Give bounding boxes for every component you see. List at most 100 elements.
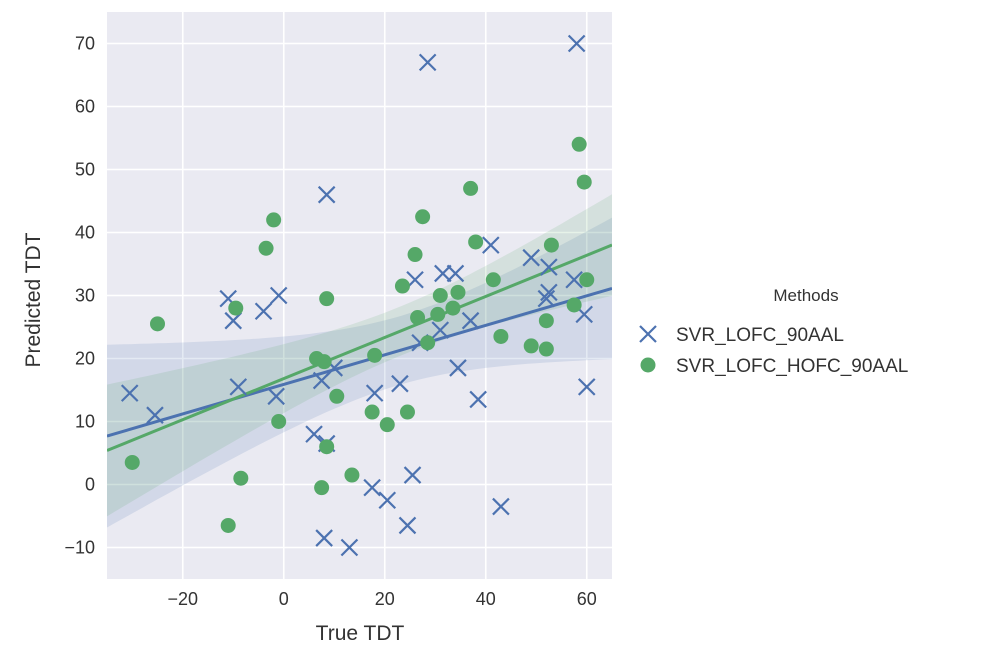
- data-point-x: [365, 384, 384, 402]
- grid: [107, 12, 612, 579]
- data-point-x: [317, 185, 336, 204]
- data-point-x: [305, 425, 323, 443]
- data-point-circle: [410, 310, 426, 326]
- data-point-circle: [220, 517, 236, 533]
- data-point-circle: [124, 454, 140, 470]
- y-tick-label: 0: [85, 475, 95, 495]
- data-point-circle: [319, 291, 335, 307]
- data-point-circle: [485, 272, 501, 288]
- data-point-circle: [379, 417, 395, 433]
- data-point-circle: [445, 300, 461, 316]
- data-point-circle: [233, 470, 249, 486]
- data-point-x: [146, 406, 164, 424]
- y-tick-label: −10: [64, 538, 95, 558]
- data-point-circle: [420, 335, 436, 351]
- regression-line: [107, 286, 612, 438]
- data-point-circle: [538, 341, 554, 357]
- y-axis-title: Predicted TDT: [22, 232, 45, 367]
- data-point-circle: [344, 467, 360, 483]
- y-tick-label: 10: [75, 412, 95, 432]
- data-point-circle: [576, 174, 592, 190]
- data-point-x: [446, 264, 465, 283]
- data-point-x: [391, 374, 409, 393]
- data-point-circle: [571, 136, 587, 152]
- data-point-circle: [266, 212, 282, 228]
- data-point-x: [431, 321, 450, 339]
- x-tick-label: 60: [577, 589, 597, 609]
- data-point-x: [522, 248, 540, 267]
- data-point-x: [434, 264, 452, 283]
- data-point-circle: [319, 439, 335, 455]
- data-point-circle: [430, 306, 446, 322]
- data-point-x: [120, 384, 139, 402]
- data-point-x: [567, 34, 586, 53]
- data-point-circle: [463, 180, 479, 196]
- data-point-circle: [493, 328, 509, 344]
- legend-label: SVR_LOFC_90AAL: [676, 325, 844, 346]
- x-tick-label: 40: [476, 589, 496, 609]
- data-point-x: [469, 390, 487, 409]
- legend-circle-mark: [640, 357, 656, 373]
- data-point-x: [482, 236, 500, 254]
- data-point-circle: [543, 237, 559, 253]
- data-point-x: [540, 258, 558, 276]
- data-point-circle: [538, 313, 554, 329]
- data-point-circle: [415, 209, 431, 225]
- x-axis-title: True TDT: [316, 622, 405, 645]
- data-point-circle: [399, 404, 415, 420]
- data-point-circle: [316, 354, 332, 370]
- data-point-circle: [468, 234, 484, 250]
- data-point-x: [315, 529, 333, 547]
- y-tick-label: 20: [75, 349, 95, 369]
- data-point-x: [363, 478, 381, 497]
- data-point-x: [254, 302, 273, 321]
- data-point-x: [378, 491, 397, 510]
- y-tick-label: 50: [75, 160, 95, 180]
- data-point-circle: [450, 284, 466, 300]
- data-point-circle: [432, 288, 448, 303]
- legend-label: SVR_LOFC_HOFC_90AAL: [676, 356, 908, 377]
- data-point-circle: [364, 404, 380, 420]
- legend-marker-x-icon: [639, 325, 657, 343]
- data-point-x: [418, 53, 437, 72]
- confidence-band: [107, 194, 612, 517]
- data-point-circle: [579, 272, 595, 288]
- legend: Methods SVR_LOFC_90AAL SVR_LOFC_HOFC_90A…: [639, 286, 908, 377]
- data-point-x: [461, 311, 480, 330]
- x-tick-label: −20: [167, 589, 198, 609]
- legend-marker-circle-icon: [640, 357, 656, 373]
- x-tick-label: 0: [279, 589, 289, 609]
- data-point-x: [269, 286, 288, 305]
- data-points: [120, 34, 596, 557]
- regression-line: [107, 243, 612, 452]
- data-point-circle: [258, 240, 274, 256]
- data-point-x: [492, 497, 510, 516]
- data-point-x: [537, 289, 556, 308]
- data-point-x: [540, 283, 558, 302]
- y-tick-label: 70: [75, 34, 95, 54]
- data-point-x: [577, 378, 596, 396]
- legend-x-mark: [639, 325, 657, 343]
- y-tick-label: 60: [75, 97, 95, 117]
- data-point-x: [340, 538, 359, 557]
- data-point-circle: [329, 388, 345, 404]
- data-point-circle: [566, 297, 582, 313]
- data-point-circle: [523, 338, 539, 354]
- data-point-x: [224, 311, 243, 330]
- y-tick-label: 30: [75, 286, 95, 306]
- data-point-circle: [367, 347, 383, 363]
- data-point-x: [403, 466, 422, 484]
- legend-entry-svr-lofc-90aal: SVR_LOFC_90AAL: [639, 325, 844, 346]
- x-tick-label: 20: [375, 589, 395, 609]
- data-point-circle: [394, 278, 410, 294]
- data-point-x: [449, 359, 467, 377]
- data-point-x: [229, 378, 248, 396]
- data-point-x: [565, 270, 583, 289]
- y-tick-label: 40: [75, 223, 95, 243]
- legend-title: Methods: [773, 286, 838, 305]
- data-point-x: [398, 516, 417, 535]
- data-point-x: [267, 387, 285, 406]
- data-point-circle: [407, 247, 423, 263]
- data-point-circle: [150, 316, 165, 332]
